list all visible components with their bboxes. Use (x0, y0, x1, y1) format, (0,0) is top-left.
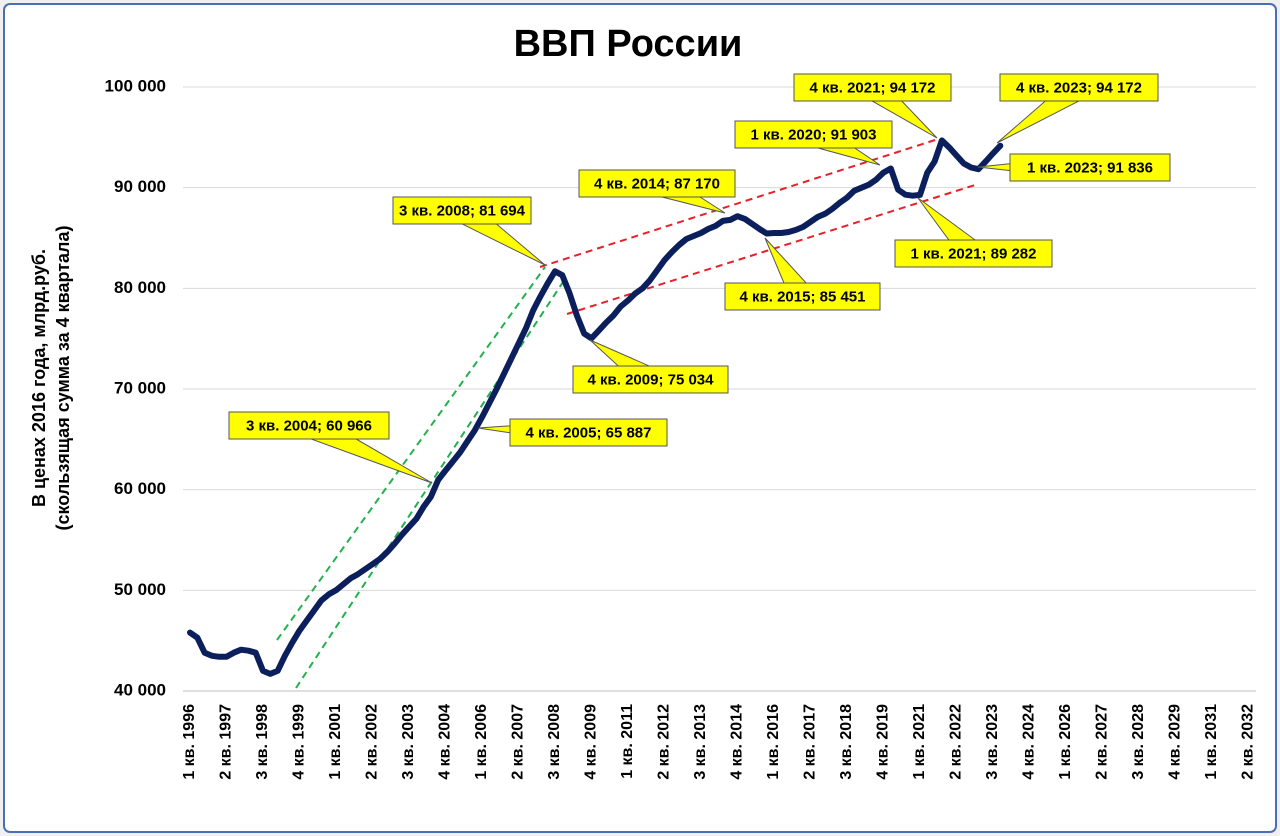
callout-box (1009, 153, 1171, 182)
x-tick-label: 1 кв. 1996 (181, 704, 198, 780)
grid: 40 000 50 000 60 000 70 000 80 000 90 000 100 … (105, 76, 1257, 779)
callout: 3 кв. 2004; 60 966 (228, 411, 433, 484)
x-tick-label: 2 кв. 2012 (656, 704, 673, 780)
callout-label: 4 кв. 2021; 94 172 (810, 79, 936, 96)
callout: 4 кв. 2021; 94 172 (793, 73, 952, 139)
y-axis-title-line: В ценах 2016 года, млрд.руб. (29, 249, 49, 507)
callout-box (572, 365, 729, 394)
callout-label: 3 кв. 2008; 81 694 (399, 202, 526, 219)
x-tick-label: 4 кв. 2024 (1021, 704, 1038, 780)
x-tick-label: 3 кв. 2013 (692, 704, 709, 780)
callout-label: 4 кв. 2015; 85 451 (740, 288, 866, 305)
x-tick-label: 3 кв. 1998 (254, 704, 271, 780)
callout-box (793, 73, 952, 102)
callout-label: 1 кв. 2023; 91 836 (1027, 159, 1153, 176)
trend-line (539, 139, 936, 268)
callout: 4 кв. 2023; 94 172 (996, 73, 1159, 144)
x-tick-label: 2 кв. 1997 (218, 704, 235, 780)
x-tick-label: 1 кв. 2016 (765, 704, 782, 780)
trend-lines (276, 139, 976, 689)
x-tick-label: 1 кв. 2011 (619, 704, 636, 779)
y-tick-label: 90 000 (114, 177, 166, 196)
callout-box (509, 418, 668, 447)
callout-label: 3 кв. 2004; 60 966 (246, 417, 372, 434)
y-tick-label: 50 000 (114, 580, 166, 599)
callout: 1 кв. 2023; 91 836 (977, 153, 1171, 182)
chart-title: ВВП России (514, 23, 743, 65)
callout-box (578, 169, 736, 198)
series-line (187, 137, 1004, 677)
x-tick-label: 1 кв. 2006 (473, 704, 490, 780)
x-tick-label: 1 кв. 2021 (911, 704, 928, 780)
callout-box (999, 73, 1159, 102)
callout-label: 1 кв. 2020; 91 903 (751, 126, 877, 143)
callout: 1 кв. 2020; 91 903 (734, 120, 893, 166)
x-tick-label: 4 кв. 2014 (729, 704, 746, 780)
y-tick-label: 40 000 (114, 680, 166, 699)
plot (187, 137, 1004, 677)
annotations: 3 кв. 2008; 81 694 3 кв. 2004; 60 966 4 кв… (228, 73, 1171, 484)
x-tick-label: 3 кв. 2018 (838, 704, 855, 780)
x-tick-label: 1 кв. 2031 (1203, 704, 1220, 780)
x-tick-label: 4 кв. 2029 (1167, 704, 1184, 780)
y-tick-label: 80 000 (114, 278, 166, 297)
x-tick-label: 3 кв. 2023 (984, 704, 1001, 780)
callout-label: 4 кв. 2023; 94 172 (1016, 79, 1142, 96)
y-tick-label: 60 000 (114, 479, 166, 498)
callout-label: 4 кв. 2009; 75 034 (588, 371, 715, 388)
x-tick-label: 2 кв. 2007 (510, 704, 527, 780)
x-tick-label: 2 кв. 2032 (1240, 704, 1257, 780)
callout-box (894, 239, 1053, 268)
x-tick-label: 2 кв. 2017 (802, 704, 819, 780)
callout-label: 4 кв. 2014; 87 170 (594, 175, 720, 192)
x-tick-label: 1 кв. 2001 (327, 704, 344, 780)
x-tick-label: 3 кв. 2003 (400, 704, 417, 780)
x-tick-label: 4 кв. 2004 (437, 704, 454, 780)
callout: 3 кв. 2008; 81 694 (392, 196, 546, 266)
callout-label: 4 кв. 2005; 65 887 (526, 424, 652, 441)
callout: 1 кв. 2021; 89 282 (894, 197, 1053, 268)
x-tick-label: 2 кв. 2027 (1094, 704, 1111, 780)
callout-box (392, 196, 532, 225)
callout-label: 1 кв. 2021; 89 282 (911, 245, 1037, 262)
callout: 4 кв. 2005; 65 887 (477, 418, 668, 447)
x-tick-label: 1 кв. 2026 (1057, 704, 1074, 780)
trend-line (295, 281, 564, 689)
callout: 4 кв. 2014; 87 170 (578, 169, 736, 214)
callout-box (228, 411, 390, 440)
y-axis-title-line: (скользящая сумма за 4 квартала) (53, 226, 73, 531)
callout-box (724, 282, 881, 311)
x-tick-label: 4 кв. 2019 (875, 704, 892, 780)
callout-box (734, 120, 893, 149)
x-tick-label: 2 кв. 2022 (948, 704, 965, 780)
callout: 4 кв. 2015; 85 451 (724, 237, 881, 311)
trend-line (276, 266, 546, 641)
x-tick-label: 3 кв. 2008 (546, 704, 563, 780)
y-axis-title: В ценах 2016 года, млрд.руб. (скользящая… (29, 226, 73, 531)
chart-frame (3, 3, 1277, 833)
y-tick-label: 100 000 (105, 76, 166, 95)
y-tick-label: 70 000 (114, 378, 166, 397)
callout: 4 кв. 2009; 75 034 (572, 339, 729, 394)
x-tick-label: 4 кв. 1999 (291, 704, 308, 780)
x-tick-label: 3 кв. 2028 (1130, 704, 1147, 780)
x-tick-label: 2 кв. 2002 (364, 704, 381, 780)
x-tick-label: 4 кв. 2009 (583, 704, 600, 780)
